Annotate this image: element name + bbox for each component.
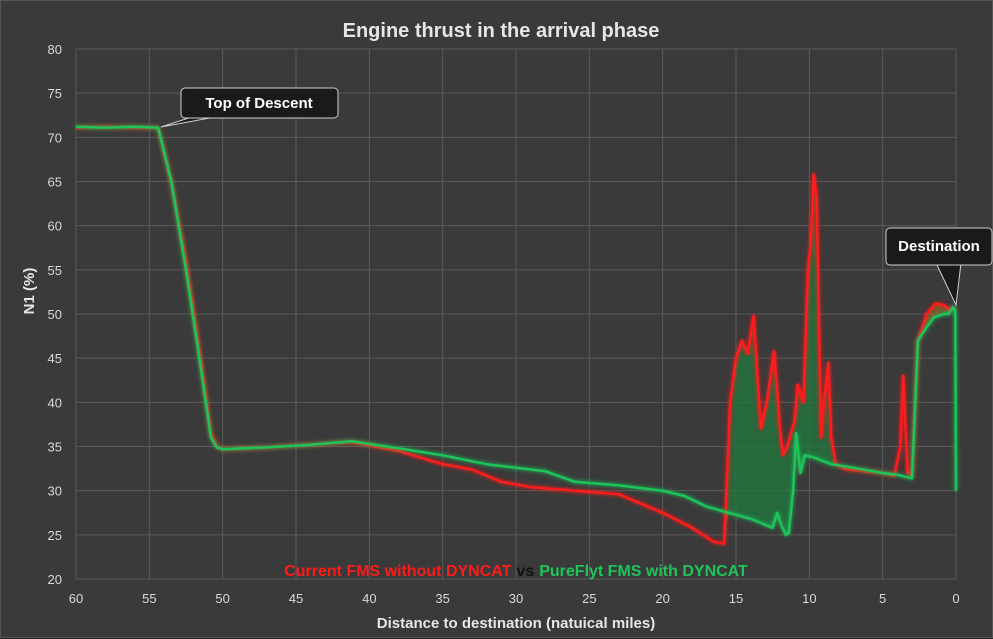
legend: Current FMS without DYNCAT vs PureFlyt FMS… — [284, 563, 748, 580]
approach-difference-area — [724, 174, 836, 544]
y-tick-label: 35 — [48, 440, 62, 455]
y-axis-ticks: 20 25 30 35 40 45 50 55 60 65 70 75 80 — [48, 42, 62, 587]
x-axis-label: Distance to destination (natuical miles) — [377, 615, 655, 632]
y-tick-label: 80 — [48, 42, 62, 57]
y-tick-label: 30 — [48, 484, 62, 499]
x-tick-label: 35 — [435, 591, 449, 606]
destination-callout: Destination — [885, 227, 993, 307]
x-tick-label: 30 — [509, 591, 523, 606]
x-tick-label: 60 — [69, 591, 83, 606]
y-tick-label: 70 — [48, 130, 62, 145]
y-tick-label: 25 — [48, 528, 62, 543]
legend-series2: PureFlyt FMS with DYNCAT — [539, 563, 748, 580]
top-of-descent-label: Top of Descent — [205, 95, 312, 112]
x-tick-label: 5 — [879, 591, 886, 606]
y-tick-label: 45 — [48, 351, 62, 366]
destination-label: Destination — [898, 238, 980, 255]
x-tick-label: 55 — [142, 591, 156, 606]
final-difference-area — [912, 303, 956, 479]
x-tick-label: 50 — [215, 591, 229, 606]
y-tick-label: 40 — [48, 395, 62, 410]
x-tick-label: 20 — [655, 591, 669, 606]
legend-series1: Current FMS without DYNCAT — [284, 563, 511, 580]
chart-title: Engine thrust in the arrival phase — [343, 20, 660, 42]
y-tick-label: 55 — [48, 263, 62, 278]
x-tick-label: 25 — [582, 591, 596, 606]
y-tick-label: 65 — [48, 175, 62, 190]
top-of-descent-callout: Top of Descent — [160, 87, 339, 128]
y-tick-label: 20 — [48, 572, 62, 587]
x-tick-label: 15 — [729, 591, 743, 606]
x-tick-label: 45 — [289, 591, 303, 606]
series-line-pureflyt-fms — [75, 125, 958, 537]
y-tick-label: 60 — [48, 219, 62, 234]
x-axis-ticks: 60 55 50 45 40 35 30 25 20 15 10 5 0 — [69, 591, 960, 606]
y-tick-label: 50 — [48, 307, 62, 322]
x-tick-label: 40 — [362, 591, 376, 606]
series-lines — [75, 125, 958, 545]
x-tick-label: 10 — [802, 591, 816, 606]
difference-fill — [724, 174, 956, 544]
legend-vs: vs — [516, 563, 534, 580]
y-tick-label: 75 — [48, 86, 62, 101]
x-tick-label: 0 — [952, 591, 959, 606]
y-axis-label: N1 (%) — [21, 268, 38, 315]
grid — [75, 48, 957, 580]
